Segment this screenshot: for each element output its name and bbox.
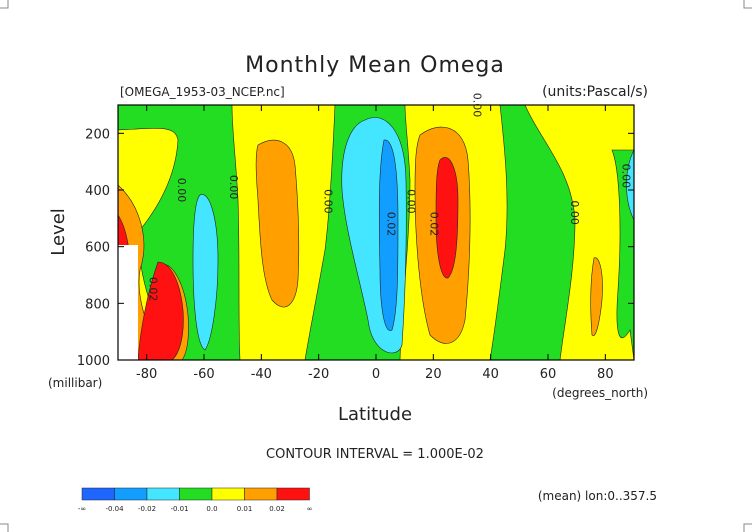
contour-label: 0.00 bbox=[321, 189, 334, 214]
contour-interval-label: CONTOUR INTERVAL = 1.000E-02 bbox=[266, 447, 484, 462]
contour-label: 0.02 bbox=[427, 212, 440, 237]
colorbar-label: -0.02 bbox=[138, 505, 156, 513]
colorbar-swatch bbox=[276, 487, 310, 501]
contour-label: 0.02 bbox=[147, 277, 160, 302]
y-tick-label: 800 bbox=[85, 297, 110, 312]
y-axis: 200 400 600 800 1000 bbox=[77, 127, 634, 369]
x-tick-label: -20 bbox=[308, 367, 329, 382]
crop-mark-bottom-right bbox=[743, 523, 752, 532]
mean-label: (mean) lon:0..357.5 bbox=[538, 489, 657, 503]
units-label: (units:Pascal/s) bbox=[542, 84, 648, 100]
cyan-region-south bbox=[192, 194, 219, 351]
orange-region-southmid bbox=[255, 140, 300, 308]
colorbar-label: ∞ bbox=[307, 505, 313, 513]
x-tick-label: 40 bbox=[482, 367, 499, 382]
y-tick-label: 600 bbox=[85, 241, 110, 256]
contour-label: 0.02 bbox=[384, 212, 397, 237]
x-tick-label: 20 bbox=[425, 367, 442, 382]
x-units-label: (degrees_north) bbox=[552, 386, 648, 400]
y-axis-label: Level bbox=[48, 208, 69, 256]
blue-region-equator bbox=[378, 139, 399, 331]
contour-label: 0.00 bbox=[405, 189, 418, 214]
contour-label: 0.00 bbox=[620, 164, 633, 189]
x-tick-label: -80 bbox=[136, 367, 157, 382]
missing-data-region bbox=[118, 245, 138, 360]
yellow-region-north bbox=[524, 105, 634, 360]
contour-label: 0.00 bbox=[568, 200, 581, 225]
colorbar-label: -∞ bbox=[78, 505, 86, 513]
plot-area: -80 -60 -40 -20 0 20 40 60 80 200 400 600 800 1000 0… bbox=[77, 93, 635, 382]
x-tick-label: -60 bbox=[193, 367, 214, 382]
red-region-equator bbox=[435, 157, 459, 279]
x-tick-label: 0 bbox=[372, 367, 380, 382]
x-axis: -80 -60 -40 -20 0 20 40 60 80 bbox=[136, 105, 614, 382]
colorbar-swatch bbox=[146, 487, 180, 501]
red-region-south bbox=[137, 261, 184, 360]
colorbar-label: 0.02 bbox=[269, 505, 285, 513]
contour-label: 0.00 bbox=[227, 175, 240, 200]
colorbar-swatch bbox=[179, 487, 213, 501]
colorbar-label: -0.01 bbox=[170, 505, 188, 513]
colorbar-label: -0.04 bbox=[105, 505, 124, 513]
x-tick-label: 80 bbox=[597, 367, 614, 382]
chart-title: Monthly Mean Omega bbox=[245, 53, 505, 78]
contour-fill bbox=[118, 105, 634, 360]
colorbar-label: 0.01 bbox=[237, 505, 253, 513]
colorbar: -∞ -0.04 -0.02 -0.01 0.0 0.01 0.02 ∞ bbox=[78, 487, 313, 513]
colorbar-swatch bbox=[211, 487, 245, 501]
contour-label: 0.00 bbox=[175, 178, 188, 203]
source-label: [OMEGA_1953-03_NCEP.nc] bbox=[120, 85, 285, 99]
colorbar-label: 0.0 bbox=[206, 505, 217, 513]
colorbar-swatch bbox=[114, 487, 148, 501]
crop-mark-top-left bbox=[0, 0, 9, 9]
contour-label: 0.00 bbox=[470, 93, 483, 118]
y-tick-label: 200 bbox=[85, 127, 110, 142]
orange-region-north bbox=[590, 257, 603, 337]
colorbar-swatch bbox=[244, 487, 278, 501]
y-tick-label: 1000 bbox=[77, 354, 110, 369]
x-tick-label: 60 bbox=[540, 367, 557, 382]
x-axis-label: Latitude bbox=[338, 404, 412, 425]
colorbar-swatch bbox=[81, 487, 115, 501]
contour-labels: 0.00 0.00 0.00 0.00 0.02 0.02 0.00 0.00 0.00 0.02 bbox=[147, 93, 633, 302]
y-units-label: (millibar) bbox=[48, 376, 102, 390]
crop-mark-top-right bbox=[743, 0, 752, 9]
crop-mark-bottom-left bbox=[0, 523, 9, 532]
y-tick-label: 400 bbox=[85, 184, 110, 199]
x-tick-label: -40 bbox=[251, 367, 272, 382]
